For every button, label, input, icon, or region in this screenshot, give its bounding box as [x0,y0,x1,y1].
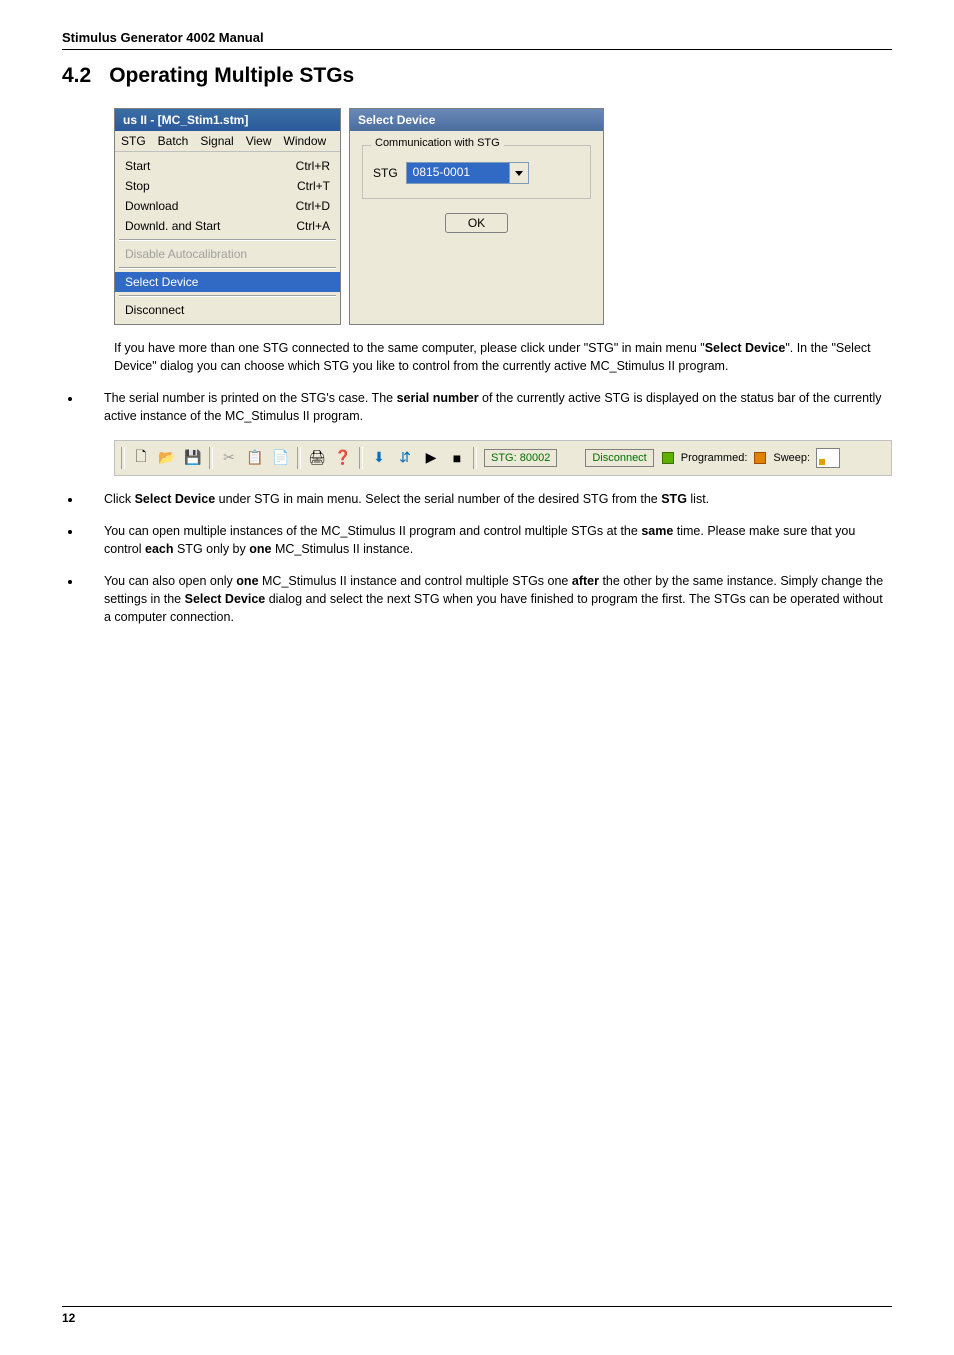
menu-label: Select Device [125,275,198,289]
bullet-multiple-instances: You can open multiple instances of the M… [82,522,892,558]
groupbox-communication: Communication with STG STG 0815-0001 [362,145,591,199]
paste-icon[interactable]: 📄 [269,446,293,470]
menu-window: us II - [MC_Stim1.stm] STG Batch Signal … [114,108,341,325]
sweep-icon [816,448,840,468]
text-bold: Select Device [185,592,266,606]
open-icon[interactable]: 📂 [155,446,179,470]
groupbox-title: Communication with STG [371,137,504,149]
menu-item-select-device[interactable]: Select Device [115,272,340,292]
text-bold: same [641,524,673,538]
toolbar-separator [473,447,477,469]
save-icon[interactable]: 💾 [181,446,205,470]
stg-combo[interactable]: 0815-0001 [406,162,529,184]
text-bold: Select Device [705,341,786,355]
toolbar-separator [121,447,125,469]
menubar-item[interactable]: STG [121,134,146,148]
menu-label: Stop [125,179,150,193]
text-bold: one [236,574,258,588]
toolbar-separator [359,447,363,469]
menu-item-disable-autocal: Disable Autocalibration [115,244,340,264]
text: If you have more than one STG connected … [114,341,705,355]
text: list. [687,492,709,506]
text-bold: serial number [397,391,479,405]
download-icon[interactable]: ⬇ [367,446,391,470]
text: You can also open only [104,574,236,588]
menu-shortcut: Ctrl+T [297,179,330,193]
text-bold: Select Device [135,492,216,506]
menu-label: Download [125,199,178,213]
text-bold: one [249,542,271,556]
section-heading: 4.2 Operating Multiple STGs [62,64,892,88]
ok-button[interactable]: OK [445,213,508,233]
menubar-item[interactable]: View [246,134,272,148]
programmed-led-icon [754,452,766,464]
menubar-item[interactable]: Signal [200,134,233,148]
stop-icon[interactable]: ■ [445,446,469,470]
stg-status-label: STG: 80002 [484,449,557,467]
new-icon[interactable]: 🗋 [129,446,153,470]
manual-header: Stimulus Generator 4002 Manual [62,30,892,50]
section-title: Operating Multiple STGs [109,64,354,87]
figure-row: us II - [MC_Stim1.stm] STG Batch Signal … [114,108,892,325]
menu-item-start[interactable]: Start Ctrl+R [115,156,340,176]
intro-paragraph: If you have more than one STG connected … [114,339,892,375]
download-start-icon[interactable]: ⇵ [393,446,417,470]
menu-window-title: us II - [MC_Stim1.stm] [115,109,340,131]
sweep-label: Sweep: [773,452,810,464]
copy-icon[interactable]: 📋 [243,446,267,470]
menu-separator [119,295,336,297]
menubar-item[interactable]: Batch [158,134,189,148]
menu-label: Disable Autocalibration [125,247,247,261]
text: You can open multiple instances of the M… [104,524,641,538]
programmed-label: Programmed: [681,452,748,464]
menubar-item[interactable]: Window [284,134,327,148]
menu-bar: STG Batch Signal View Window [115,131,340,152]
menu-label: Disconnect [125,303,184,317]
text: MC_Stimulus II instance and control mult… [259,574,572,588]
section-number: 4.2 [62,64,91,88]
stg-combo-value: 0815-0001 [407,163,509,183]
menu-label: Start [125,159,150,173]
text: Click [104,492,135,506]
bullet-click-select-device: Click Select Device under STG in main me… [82,490,892,508]
select-device-dialog: Select Device Communication with STG STG… [349,108,604,325]
text-bold: each [145,542,174,556]
cut-icon[interactable]: ✂ [217,446,241,470]
text: STG only by [174,542,250,556]
disconnect-button[interactable]: Disconnect [585,449,653,467]
bullet-serial-number: The serial number is printed on the STG'… [82,389,892,425]
text-bold: after [572,574,599,588]
menu-item-disconnect[interactable]: Disconnect [115,300,340,320]
stg-label: STG [373,166,398,180]
menu-separator [119,267,336,269]
bullet-one-instance: You can also open only one MC_Stimulus I… [82,572,892,626]
print-icon[interactable]: 🖨 [305,446,329,470]
toolbar: 🗋 📂 💾 ✂ 📋 📄 🖨 ❓ ⬇ ⇵ ▶ ■ STG: 80002 Disco… [114,440,892,476]
dialog-title: Select Device [350,109,603,131]
play-icon[interactable]: ▶ [419,446,443,470]
toolbar-separator [209,447,213,469]
menu-label: Downld. and Start [125,219,220,233]
text: under STG in main menu. Select the seria… [215,492,661,506]
page-number: 12 [62,1306,892,1325]
chevron-down-icon[interactable] [509,163,528,183]
connection-led-icon [662,452,674,464]
menu-shortcut: Ctrl+D [296,199,330,213]
text: MC_Stimulus II instance. [271,542,413,556]
text: The serial number is printed on the STG'… [104,391,397,405]
menu-separator [119,239,336,241]
menu-item-stop[interactable]: Stop Ctrl+T [115,176,340,196]
menu-shortcut: Ctrl+A [296,219,330,233]
menu-item-downld-start[interactable]: Downld. and Start Ctrl+A [115,216,340,236]
menu-shortcut: Ctrl+R [296,159,330,173]
toolbar-separator [297,447,301,469]
help-icon[interactable]: ❓ [331,446,355,470]
menu-item-download[interactable]: Download Ctrl+D [115,196,340,216]
text-bold: STG [661,492,687,506]
